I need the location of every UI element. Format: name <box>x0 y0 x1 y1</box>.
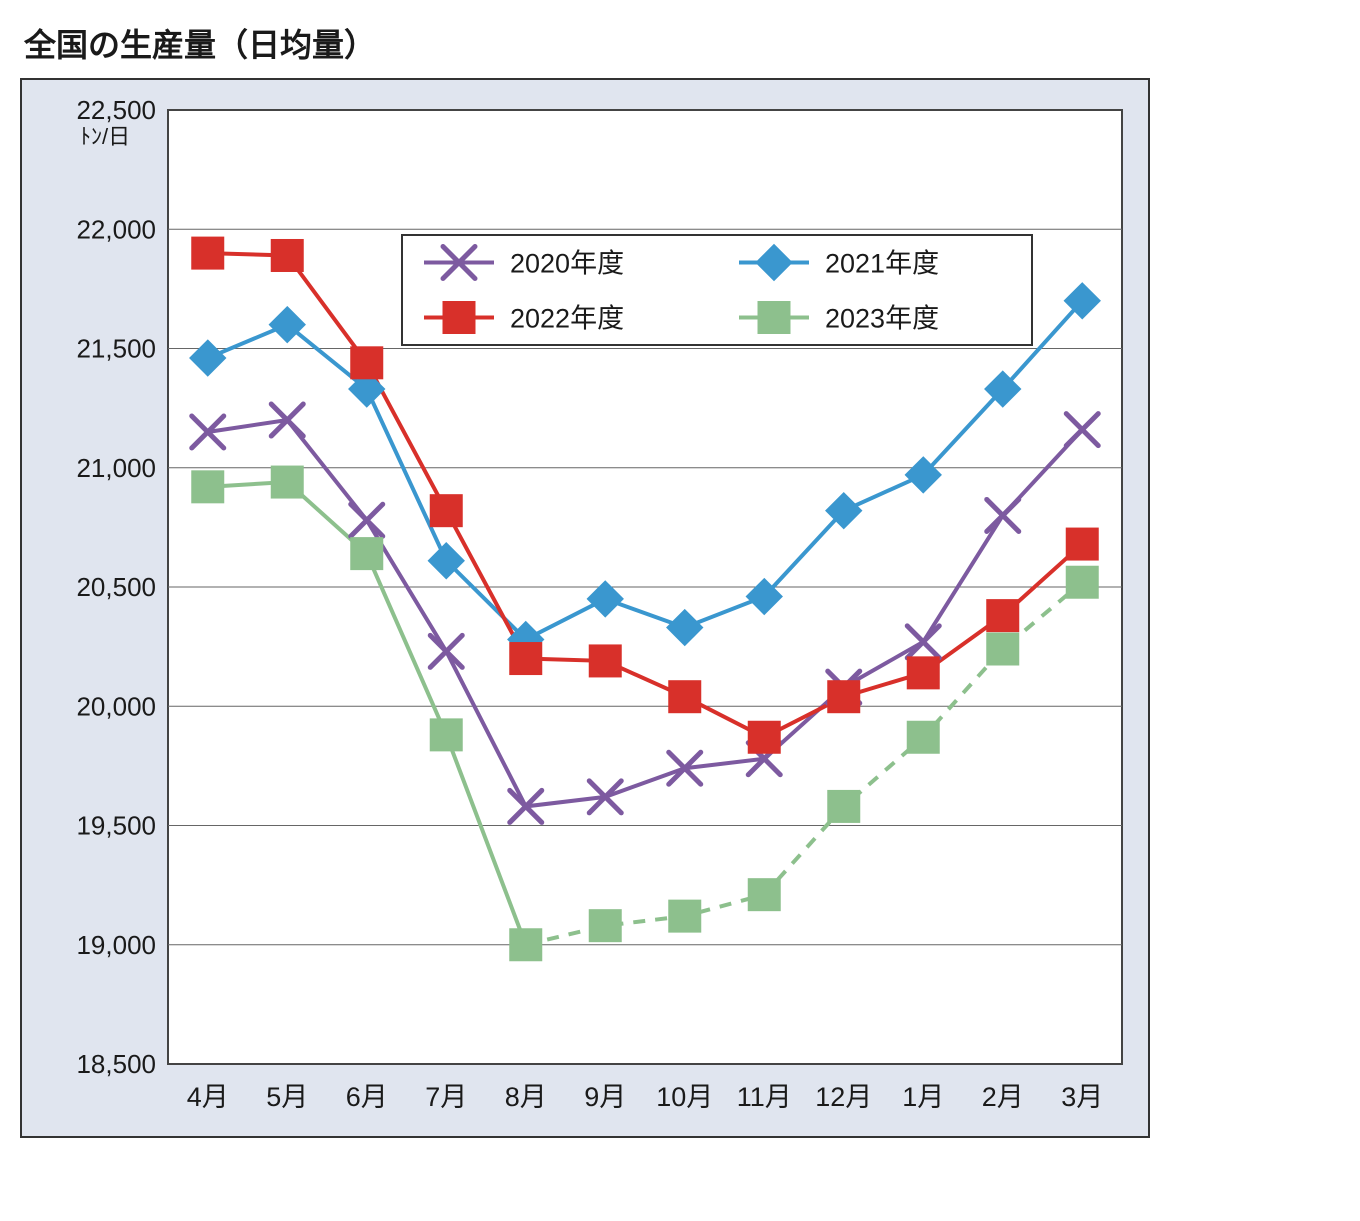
svg-text:1月: 1月 <box>902 1082 944 1112</box>
svg-text:21,500: 21,500 <box>76 334 156 364</box>
svg-text:5月: 5月 <box>266 1082 308 1112</box>
svg-text:10月: 10月 <box>656 1082 713 1112</box>
svg-text:ﾄﾝ/日: ﾄﾝ/日 <box>80 124 130 149</box>
production-chart: 18,500 19,000 19,500 20,000 20,500 21,000 21,5… <box>20 78 1150 1138</box>
svg-text:9月: 9月 <box>584 1082 626 1112</box>
svg-text:2月: 2月 <box>982 1082 1024 1112</box>
svg-text:2022年度: 2022年度 <box>510 304 624 334</box>
svg-text:19,500: 19,500 <box>76 811 156 841</box>
svg-text:7月: 7月 <box>425 1082 467 1112</box>
svg-text:21,000: 21,000 <box>76 453 156 483</box>
svg-text:12月: 12月 <box>815 1082 872 1112</box>
chart-title: 全国の生産量（日均量） <box>24 20 1340 66</box>
svg-text:2021年度: 2021年度 <box>825 249 939 279</box>
svg-text:11月: 11月 <box>737 1082 792 1112</box>
svg-text:6月: 6月 <box>346 1082 388 1112</box>
svg-text:2020年度: 2020年度 <box>510 249 624 279</box>
svg-text:2023年度: 2023年度 <box>825 304 939 334</box>
svg-text:4月: 4月 <box>187 1082 229 1112</box>
svg-text:8月: 8月 <box>505 1082 547 1112</box>
svg-text:20,500: 20,500 <box>76 572 156 602</box>
legend: 2020年度 2021年度 2022年度 2023年度 <box>402 235 1032 345</box>
svg-text:22,500: 22,500 <box>76 95 156 125</box>
svg-text:20,000: 20,000 <box>76 691 156 721</box>
svg-text:22,000: 22,000 <box>76 214 156 244</box>
svg-text:18,500: 18,500 <box>76 1049 156 1079</box>
chart-svg: 18,500 19,000 19,500 20,000 20,500 21,000 21,5… <box>22 80 1148 1136</box>
svg-text:19,000: 19,000 <box>76 930 156 960</box>
svg-text:3月: 3月 <box>1061 1082 1103 1112</box>
